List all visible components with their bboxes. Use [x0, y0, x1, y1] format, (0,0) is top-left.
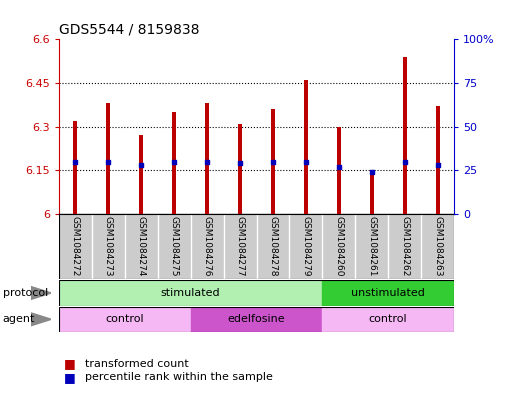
- Text: GSM1084274: GSM1084274: [137, 217, 146, 277]
- Point: [170, 158, 179, 165]
- Text: control: control: [106, 314, 144, 324]
- Bar: [59, 214, 92, 279]
- Bar: [421, 214, 454, 279]
- Point: [302, 158, 310, 165]
- Text: GSM1084260: GSM1084260: [334, 217, 343, 277]
- Bar: [92, 214, 125, 279]
- Bar: [238, 124, 242, 214]
- Text: GSM1084261: GSM1084261: [367, 217, 376, 277]
- Polygon shape: [31, 286, 51, 299]
- Bar: [322, 280, 454, 306]
- Point: [203, 158, 211, 165]
- Text: ■: ■: [64, 357, 76, 370]
- Bar: [205, 103, 209, 214]
- Text: GSM1084276: GSM1084276: [203, 217, 212, 277]
- Point: [334, 164, 343, 170]
- Bar: [322, 214, 355, 279]
- Bar: [304, 80, 308, 214]
- Bar: [289, 214, 322, 279]
- Text: agent: agent: [3, 314, 35, 324]
- Polygon shape: [31, 313, 51, 326]
- Text: GSM1084263: GSM1084263: [433, 217, 442, 277]
- Bar: [59, 307, 191, 332]
- Bar: [59, 280, 322, 306]
- Point: [269, 158, 277, 165]
- Text: GSM1084262: GSM1084262: [400, 217, 409, 277]
- Bar: [158, 214, 191, 279]
- Text: GSM1084278: GSM1084278: [268, 217, 278, 277]
- Text: control: control: [369, 314, 407, 324]
- Point: [71, 158, 80, 165]
- Bar: [388, 214, 421, 279]
- Bar: [73, 121, 77, 214]
- Point: [401, 158, 409, 165]
- Text: GSM1084277: GSM1084277: [235, 217, 245, 277]
- Bar: [140, 136, 143, 214]
- Bar: [322, 307, 454, 332]
- Point: [433, 162, 442, 168]
- Bar: [224, 214, 256, 279]
- Bar: [191, 307, 322, 332]
- Point: [104, 158, 112, 165]
- Bar: [337, 127, 341, 214]
- Bar: [355, 214, 388, 279]
- Bar: [125, 214, 158, 279]
- Text: ■: ■: [64, 371, 76, 384]
- Text: GSM1084275: GSM1084275: [170, 217, 179, 277]
- Text: protocol: protocol: [3, 288, 48, 298]
- Text: unstimulated: unstimulated: [351, 288, 425, 298]
- Text: GSM1084272: GSM1084272: [71, 217, 80, 277]
- Point: [368, 169, 376, 175]
- Text: GSM1084273: GSM1084273: [104, 217, 113, 277]
- Text: transformed count: transformed count: [85, 358, 188, 369]
- Point: [137, 162, 145, 168]
- Bar: [191, 214, 224, 279]
- Text: percentile rank within the sample: percentile rank within the sample: [85, 372, 272, 382]
- Bar: [271, 109, 275, 214]
- Bar: [370, 171, 373, 214]
- Bar: [106, 103, 110, 214]
- Point: [236, 160, 244, 167]
- Bar: [172, 112, 176, 214]
- Bar: [256, 214, 289, 279]
- Text: edelfosine: edelfosine: [228, 314, 285, 324]
- Text: GSM1084279: GSM1084279: [301, 217, 310, 277]
- Text: stimulated: stimulated: [161, 288, 221, 298]
- Text: GDS5544 / 8159838: GDS5544 / 8159838: [59, 23, 200, 37]
- Bar: [403, 57, 407, 214]
- Bar: [436, 107, 440, 214]
